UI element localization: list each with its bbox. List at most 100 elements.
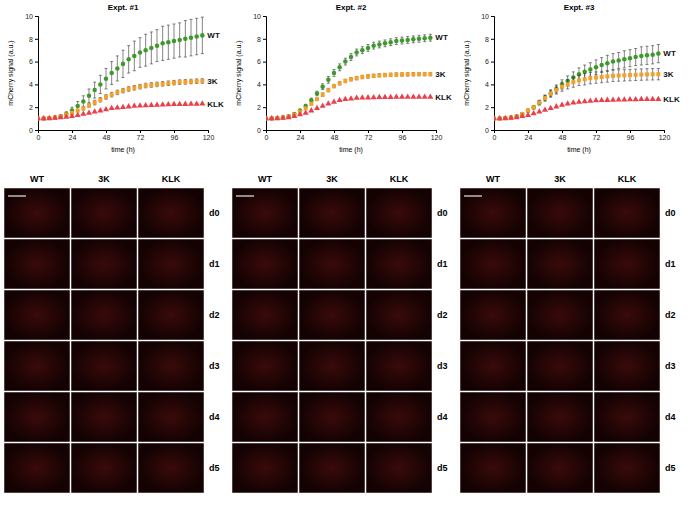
marker	[605, 74, 609, 78]
error-bar-cap	[88, 102, 91, 103]
x-axis-title: time (h)	[567, 146, 591, 154]
error-bar	[372, 42, 375, 49]
error-bar	[612, 54, 615, 70]
error-bar	[412, 73, 415, 76]
error-bar	[93, 82, 96, 98]
marker	[172, 39, 177, 44]
marker	[320, 84, 325, 89]
marker	[337, 65, 342, 70]
error-bar-cap	[378, 41, 381, 42]
y-axis: 0246810	[25, 13, 38, 134]
scale-bar	[464, 195, 482, 196]
error-bar-cap	[99, 75, 102, 76]
error-bar	[527, 109, 530, 111]
error-bar	[572, 77, 575, 87]
marker	[155, 82, 159, 86]
x-tick-mark	[402, 130, 403, 133]
error-bar-cap	[367, 44, 370, 45]
marker	[320, 103, 326, 108]
error-bar	[167, 25, 170, 59]
error-bar-cap	[657, 68, 660, 69]
marker	[115, 90, 119, 94]
marker	[131, 103, 137, 108]
error-bar	[173, 24, 176, 58]
error-bar-cap	[623, 50, 626, 51]
error-bar	[406, 73, 409, 76]
error-bar	[412, 36, 415, 43]
error-bar	[344, 58, 347, 65]
marker	[583, 77, 587, 81]
x-axis-line	[267, 131, 437, 134]
error-bar	[144, 34, 147, 66]
marker	[114, 104, 120, 109]
marker	[566, 82, 570, 86]
error-bar-cap	[367, 51, 370, 52]
y-tick: 2	[485, 104, 494, 111]
series-label: 3K	[663, 70, 673, 79]
marker	[178, 80, 182, 84]
error-bar-cap	[406, 36, 409, 37]
column-header: 3K	[554, 174, 566, 184]
error-bar	[401, 37, 404, 44]
error-bar-cap	[173, 58, 176, 59]
image-cell	[594, 341, 660, 391]
marker	[655, 96, 661, 101]
marker	[315, 91, 320, 96]
x-tick-label: 0	[37, 134, 41, 141]
error-bar-cap	[606, 70, 609, 71]
marker	[417, 72, 421, 76]
series-label: WT	[435, 33, 448, 42]
image-cell	[232, 188, 298, 238]
series-label: WT	[663, 49, 676, 58]
marker	[127, 87, 131, 91]
error-bar-cap	[423, 34, 426, 35]
image-cell	[366, 290, 432, 340]
image-cell	[4, 392, 70, 442]
error-bar	[184, 21, 187, 57]
error-bar	[338, 64, 341, 71]
marker	[321, 93, 325, 97]
error-bar	[184, 80, 187, 85]
y-tick-label: 2	[485, 104, 489, 111]
error-bar-cap	[657, 44, 660, 45]
image-cell	[460, 239, 526, 289]
marker	[332, 71, 337, 76]
error-bar	[178, 80, 181, 85]
y-tick: 4	[257, 81, 266, 88]
marker	[411, 37, 416, 42]
marker	[371, 43, 376, 48]
scale-bar	[8, 195, 26, 196]
marker	[160, 41, 165, 46]
marker	[365, 94, 371, 99]
image-cell	[299, 392, 365, 442]
error-bar	[178, 23, 181, 57]
x-tick-mark	[72, 130, 73, 133]
image-cell	[138, 392, 204, 442]
error-bar	[105, 95, 108, 100]
chart-title: Expt. #3	[564, 3, 595, 12]
image-cell	[232, 239, 298, 289]
error-bar-cap	[139, 67, 142, 68]
x-tick: 48	[331, 130, 339, 141]
marker	[286, 114, 292, 119]
y-tick-mark	[263, 16, 266, 17]
error-bar-cap	[372, 49, 375, 50]
marker	[604, 97, 610, 102]
marker	[355, 76, 359, 80]
y-tick: 8	[485, 36, 494, 43]
x-tick: 24	[297, 130, 305, 141]
error-bar	[389, 73, 392, 76]
marker	[58, 114, 63, 119]
error-bar	[527, 109, 530, 111]
error-bar-cap	[617, 69, 620, 70]
error-bar	[350, 54, 353, 61]
x-tick-label: 48	[331, 134, 339, 141]
marker	[611, 74, 615, 78]
image-cell	[4, 290, 70, 340]
error-bar	[378, 74, 381, 77]
marker	[52, 115, 58, 120]
marker	[610, 96, 616, 101]
image-cell	[527, 188, 593, 238]
error-bar	[327, 88, 330, 91]
error-bar-cap	[327, 83, 330, 84]
